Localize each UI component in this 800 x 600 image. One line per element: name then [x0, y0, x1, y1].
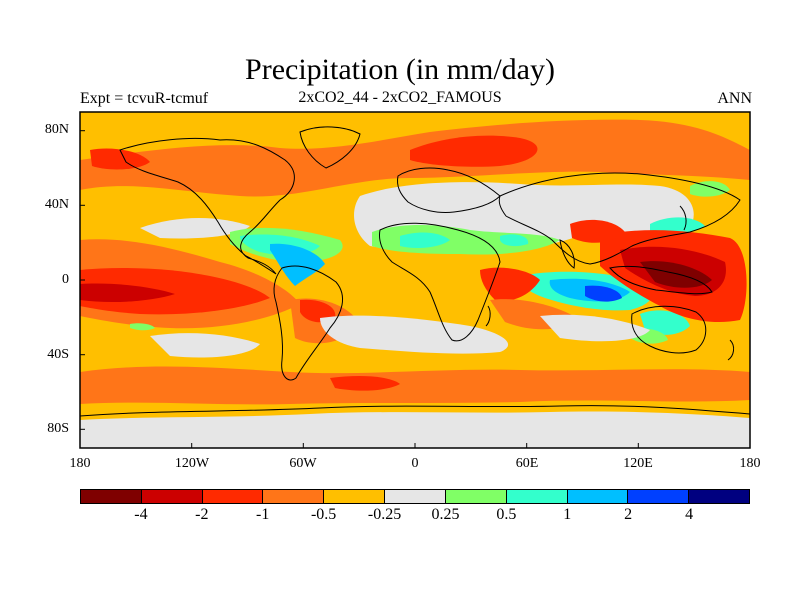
lat-label-0: 0	[62, 272, 69, 287]
map-title: Precipitation (in mm/day)	[245, 53, 555, 86]
lon-label-180w: 180	[69, 456, 91, 471]
field-spacific-neutral	[150, 333, 260, 358]
axis-ticks	[79, 130, 751, 448]
colorbar-label: 0.5	[496, 506, 517, 523]
colorbar-label: -0.5	[310, 506, 337, 523]
field-caribbean-blue	[270, 243, 325, 286]
lat-label-80s: 80S	[47, 421, 69, 436]
coastlines	[80, 126, 750, 417]
coast-africa	[379, 222, 501, 342]
field-arctic-red	[410, 135, 538, 167]
coast-europe	[397, 167, 501, 213]
comparison-label: 2xCO2_44 - 2xCO2_FAMOUS	[298, 89, 502, 106]
lat-label-40n: 40N	[44, 197, 69, 212]
colorbar-label: -0.25	[367, 506, 402, 523]
field-arabia-cyan	[500, 234, 529, 247]
colorbar-label: 0.25	[431, 506, 460, 523]
field-satlantic-neutral	[320, 315, 509, 354]
field-australia-cyan	[640, 310, 690, 335]
lon-label-60w: 60W	[289, 456, 317, 471]
lon-label-0: 0	[411, 456, 419, 471]
field-seasia-red	[570, 219, 625, 243]
coast-asia	[498, 172, 741, 265]
coast-se-asia-islands	[609, 265, 713, 295]
colorbar-swatch	[324, 490, 386, 503]
colorbar-label: 1	[563, 506, 572, 523]
colorbar-swatch	[628, 490, 690, 503]
colorbar-swatch	[689, 490, 749, 503]
lon-label-60e: 60E	[515, 456, 539, 471]
colorbar-label: -4	[134, 506, 148, 523]
colorbar-swatch	[202, 490, 264, 503]
lon-label-120e: 120E	[623, 456, 653, 471]
coast-madagascar	[485, 305, 491, 327]
coast-australia	[631, 305, 707, 354]
field-npacific-green	[690, 181, 730, 197]
lat-label-40s: 40S	[47, 347, 69, 362]
colorbar-swatch	[567, 490, 629, 503]
field-southern-ocean-red	[330, 376, 400, 391]
colorbar-swatch	[506, 490, 568, 503]
field-nw-pacific-red	[90, 148, 150, 170]
coast-antarctica	[80, 405, 750, 417]
field-nepacific-neutral	[140, 218, 250, 239]
colorbar-swatch	[263, 490, 325, 503]
colorbar-label: -1	[256, 506, 270, 523]
field-warmpool-maroon	[640, 261, 712, 288]
field-sindian-neutral	[540, 314, 650, 342]
field-eq-pacific-red	[80, 268, 270, 315]
colorbar-label: 4	[685, 506, 694, 523]
coast-india	[559, 239, 575, 269]
coast-south-america	[273, 265, 344, 381]
season-label: ANN	[717, 90, 752, 107]
field-brazil-red	[300, 299, 336, 323]
lon-label-180e: 180	[739, 456, 761, 471]
coast-japan	[679, 205, 687, 231]
coast-greenland	[299, 126, 361, 169]
field-eq-pacific-darkred	[80, 283, 175, 302]
field-jpn-cyan	[650, 217, 705, 234]
colorbar-swatch	[81, 490, 142, 503]
lon-label-120w: 120W	[174, 456, 210, 471]
colorbar	[80, 489, 750, 504]
colorbar-swatch	[385, 490, 446, 503]
coast-north-america	[119, 137, 295, 275]
field-southern-orange	[80, 366, 750, 405]
field-indian-blue	[585, 285, 622, 302]
colorbar-label: -2	[195, 506, 209, 523]
colorbar-swatch	[141, 490, 203, 503]
colorbar-label: 2	[624, 506, 633, 523]
field-antarctica-neutral	[80, 411, 750, 448]
lat-label-80n: 80N	[44, 122, 69, 137]
colorbar-swatch	[445, 490, 507, 503]
coast-new-zealand	[727, 339, 735, 361]
field-sahara-cyan	[400, 232, 450, 248]
experiment-label: Expt = tcvuR-tcmuf	[80, 90, 209, 107]
field-spacific-green	[130, 323, 155, 331]
